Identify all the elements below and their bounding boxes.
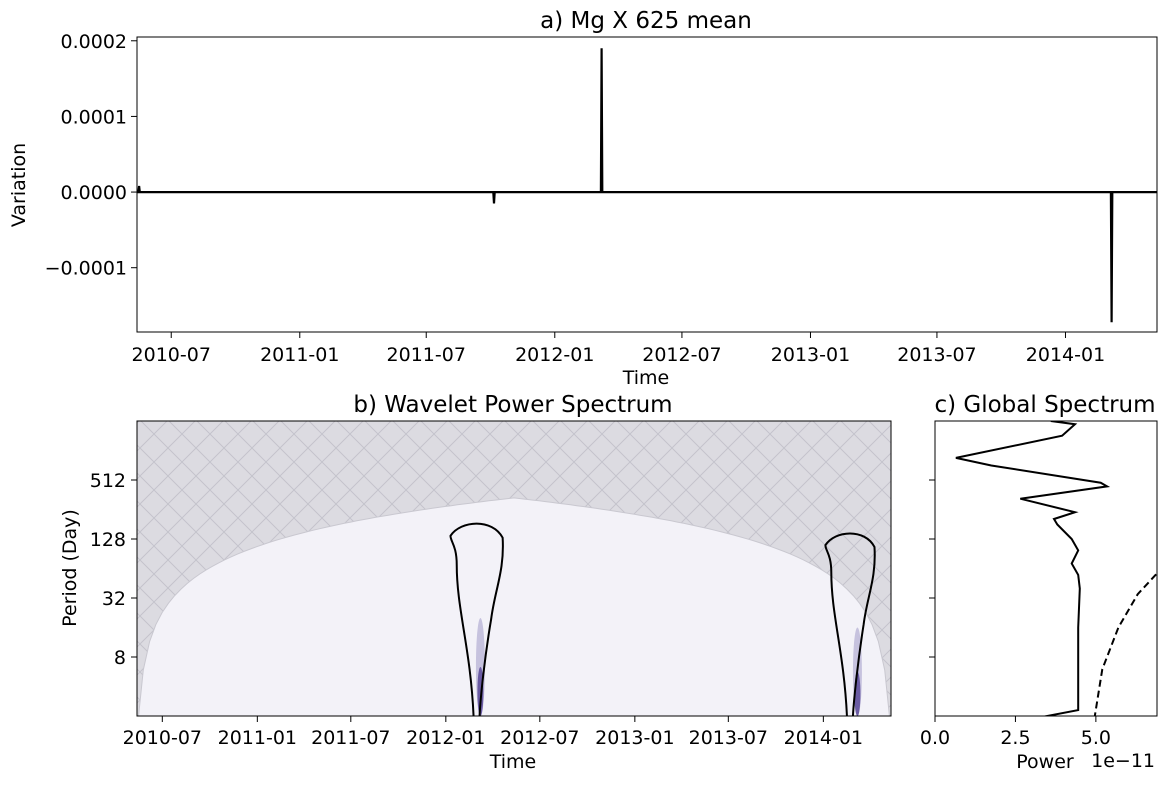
y-tick-label: 128 — [90, 529, 126, 551]
x-tick-label: 2013-07 — [897, 344, 976, 366]
x-tick-label: 2012-07 — [500, 727, 579, 749]
x-tick-label: 2011-01 — [260, 344, 339, 366]
y-tick-label: 0.0002 — [61, 31, 127, 53]
significance-contour — [449, 522, 504, 716]
panel-a-ylabel: Variation — [8, 143, 30, 227]
panel-b-ylabel: Period (Day) — [59, 509, 81, 627]
x-tick-label: 2011-01 — [218, 727, 297, 749]
x-tick-label: 2014-01 — [1026, 344, 1105, 366]
x-tick-label: 5.0 — [1081, 727, 1111, 749]
y-tick-label: 8 — [114, 647, 126, 669]
panel-a: a) Mg X 625 mean 2010-07 2011-01 2011-07 20… — [8, 8, 1158, 389]
panel-b: b) Wavelet Power Spectrum 2010-07 2011-01… — [59, 392, 892, 773]
x-tick-label: 2012-01 — [515, 344, 594, 366]
panel-a-frame — [136, 36, 1158, 333]
y-tick-label: −0.0001 — [45, 258, 127, 280]
significance-line — [1093, 572, 1157, 716]
x-tick-label: 2013-07 — [689, 727, 768, 749]
x-tick-label: 2013-01 — [595, 727, 674, 749]
y-tick-label: 0.0001 — [61, 106, 127, 128]
panel-b-frame — [136, 420, 892, 717]
x-tick-label: 2010-07 — [123, 727, 202, 749]
panel-c-title: c) Global Spectrum — [934, 392, 1155, 418]
x-tick-label: 2013-01 — [771, 344, 850, 366]
y-tick-label: 32 — [102, 588, 126, 610]
panel-c-frame — [934, 420, 1158, 717]
panel-a-xlabel: Time — [622, 367, 670, 389]
panel-a-title: a) Mg X 625 mean — [540, 8, 752, 34]
series-line — [137, 48, 1157, 323]
global-spectrum-line — [955, 421, 1111, 716]
x-tick-label: 2014-01 — [784, 727, 863, 749]
cone-of-influence — [137, 497, 891, 716]
x-tick-label: 2012-07 — [642, 344, 721, 366]
panel-b-xlabel: Time — [489, 751, 537, 773]
panel-c: c) Global Spectrum 0.0 2.5 5.0 Power 1e−11 — [920, 392, 1158, 773]
x-tick-label: 0.0 — [920, 727, 950, 749]
x-tick-label: 2010-07 — [132, 344, 211, 366]
panel-c-offset-text: 1e−11 — [1091, 750, 1155, 772]
x-tick-label: 2011-07 — [387, 344, 466, 366]
significance-contour — [824, 532, 876, 716]
y-tick-label: 0.0000 — [61, 182, 127, 204]
y-tick-label: 512 — [90, 470, 126, 492]
x-tick-label: 2012-01 — [406, 727, 485, 749]
panel-c-xlabel: Power — [1016, 751, 1074, 773]
panel-b-title: b) Wavelet Power Spectrum — [353, 392, 672, 418]
x-tick-label: 2.5 — [1000, 727, 1030, 749]
x-tick-label: 2011-07 — [311, 727, 390, 749]
